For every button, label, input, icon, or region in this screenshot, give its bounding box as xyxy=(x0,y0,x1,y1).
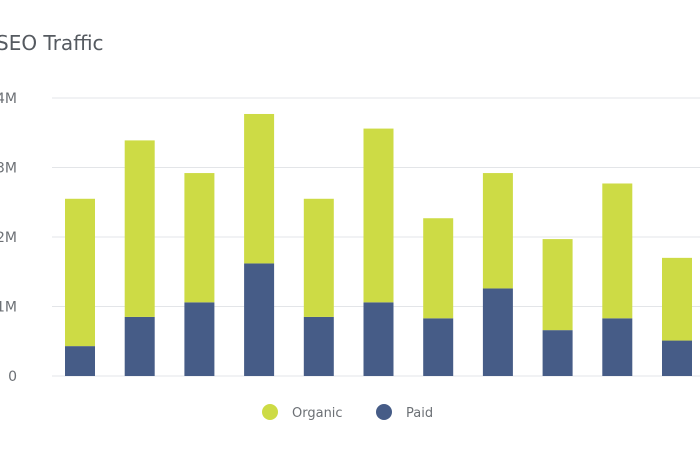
bar-organic-4 xyxy=(244,113,275,264)
bar-organic-2 xyxy=(124,140,155,317)
y-tick-label: 3M xyxy=(0,161,17,177)
bar-organic-3 xyxy=(184,173,215,303)
bars xyxy=(65,113,692,376)
bar-organic-11 xyxy=(662,257,692,341)
bar-paid-4 xyxy=(244,263,275,376)
bar-organic-1 xyxy=(65,198,95,347)
bar-paid-10 xyxy=(602,318,633,376)
bar-organic-9 xyxy=(542,239,573,331)
bar-organic-8 xyxy=(482,173,513,289)
legend: Organic Paid xyxy=(262,404,433,421)
legend-label-paid: Paid xyxy=(406,406,433,421)
bar-paid-5 xyxy=(303,316,334,376)
bar-paid-2 xyxy=(124,316,155,376)
bar-paid-8 xyxy=(482,288,513,376)
bar-paid-6 xyxy=(363,302,394,376)
y-tick-label: 1M xyxy=(0,300,17,316)
bar-paid-3 xyxy=(184,302,215,376)
legend-swatch-paid xyxy=(376,404,392,420)
bar-organic-10 xyxy=(602,183,633,319)
y-tick-label: 2M xyxy=(0,230,17,246)
y-axis-ticks: 0 1M 2M 3M 4M xyxy=(0,91,17,385)
bar-organic-6 xyxy=(363,128,394,303)
y-tick-label: 0 xyxy=(8,369,17,385)
bar-organic-7 xyxy=(423,218,454,319)
y-tick-label: 4M xyxy=(0,91,17,107)
bar-paid-7 xyxy=(423,318,454,376)
legend-swatch-organic xyxy=(262,404,278,420)
bar-paid-9 xyxy=(542,330,573,376)
legend-label-organic: Organic xyxy=(292,406,343,421)
chart-title: SEO Traffic xyxy=(0,31,104,55)
bar-organic-5 xyxy=(303,198,334,317)
bar-paid-1 xyxy=(65,346,95,376)
bar-paid-11 xyxy=(662,340,692,376)
